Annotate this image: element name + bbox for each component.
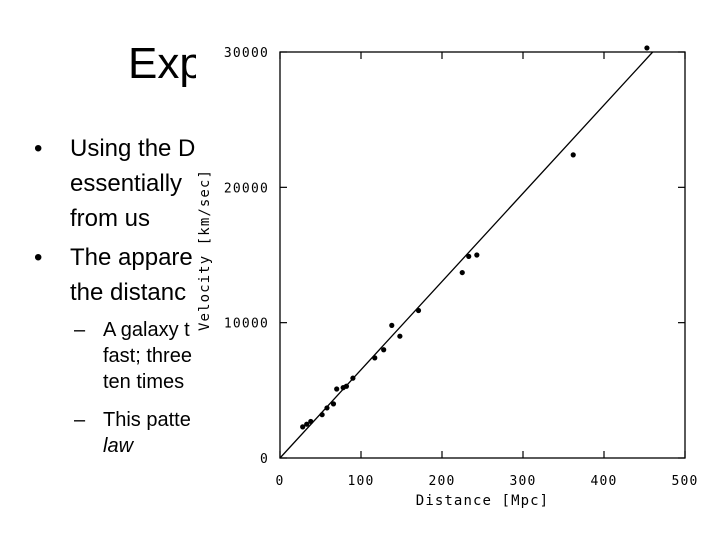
bullet-1-line-3: from us <box>70 205 151 232</box>
subbullet-2-line-1: This patte <box>103 409 191 431</box>
data-point <box>397 333 403 339</box>
hubble-fit-line <box>279 51 654 459</box>
data-point <box>300 424 306 430</box>
x-axis: 0 100 200 300 400 500 <box>275 52 698 489</box>
data-point <box>372 355 378 361</box>
y-tick-label: 0 <box>260 452 269 467</box>
data-point <box>350 375 356 381</box>
x-tick-label: 200 <box>428 474 455 489</box>
subbullet-1-line-3: ten times <box>103 371 185 393</box>
plot-frame <box>279 51 686 459</box>
y-axis: 0 10000 20000 30000 <box>224 46 685 467</box>
x-tick-label: 500 <box>671 474 698 489</box>
y-tick-label: 30000 <box>224 46 269 61</box>
x-tick-label: 300 <box>509 474 536 489</box>
bullet-1-marker: • <box>34 135 43 162</box>
bullet-2-line-2: the distanc <box>70 279 187 306</box>
data-point <box>644 45 650 51</box>
data-points <box>300 45 650 430</box>
data-point <box>474 252 480 258</box>
bullet-2-marker: • <box>34 244 43 271</box>
x-tick-label: 100 <box>347 474 374 489</box>
data-point <box>415 307 422 314</box>
data-point <box>570 152 576 158</box>
plot-border <box>279 51 686 459</box>
x-tick-label: 400 <box>590 474 617 489</box>
data-point <box>308 418 314 425</box>
subbullet-2-line-2: law <box>103 435 134 457</box>
data-point <box>459 269 465 276</box>
data-point <box>304 421 310 427</box>
data-point <box>330 401 337 407</box>
subbullet-1-line-2: fast; three <box>103 345 192 367</box>
data-point <box>324 405 330 411</box>
data-point <box>381 347 387 353</box>
subbullet-1-line-1: A galaxy t <box>103 319 190 341</box>
data-point <box>319 412 325 418</box>
subbullet-1-marker: – <box>74 319 86 341</box>
y-axis-label: Velocity [km/sec] <box>197 169 213 331</box>
data-point <box>389 322 395 328</box>
bullet-1-line-2: essentially <box>70 170 183 197</box>
x-axis-label: Distance [Mpc] <box>416 493 549 509</box>
data-point <box>343 383 350 389</box>
y-tick-label: 20000 <box>224 181 269 196</box>
hubble-diagram: 0 100 200 300 400 500 0 10000 20000 30000 Distan… <box>196 43 720 540</box>
slide-title: Exp <box>128 39 204 88</box>
subbullet-2-marker: – <box>74 409 86 431</box>
data-point <box>466 253 472 259</box>
fit-line <box>279 51 654 459</box>
bullet-1-line-1: Using the D <box>70 135 196 162</box>
data-point <box>334 386 340 392</box>
y-tick-label: 10000 <box>224 317 269 332</box>
bullet-2-line-1: The appare <box>70 244 193 271</box>
x-tick-label: 0 <box>275 474 284 489</box>
hubble-chart-svg: 0 100 200 300 400 500 0 10000 20000 30000 Distan… <box>197 45 698 509</box>
